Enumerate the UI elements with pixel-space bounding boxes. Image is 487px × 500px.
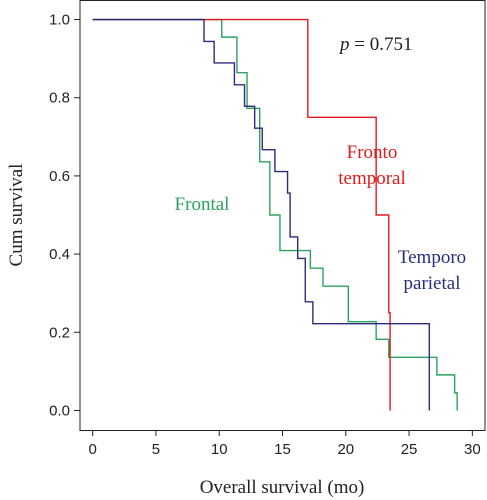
x-tick-label-1: 5 [152, 441, 160, 458]
curve-frontal [92, 18, 458, 411]
x-tick-label-3: 15 [274, 441, 291, 458]
survival-curves [92, 18, 458, 411]
y-tick-label-3: 0.6 [49, 168, 70, 185]
axis-ticks: 0 5 10 15 20 25 30 0.0 0.2 0.4 0.6 0.8 1.0 [49, 12, 481, 458]
y-tick-label-1: 0.2 [49, 324, 70, 341]
p-value-text: = 0.751 [350, 34, 413, 55]
curve-fronto-temporal [92, 18, 391, 411]
series-labels: Frontal Fronto temporal Temporo parietal [175, 142, 467, 294]
y-tick-label-0: 0.0 [49, 402, 70, 419]
y-tick-label-5: 1.0 [49, 12, 70, 29]
y-tick-label-4: 0.8 [49, 90, 70, 107]
label-fronto-temporal-0: Fronto [347, 142, 398, 163]
label-temporo-parietal-1: parietal [404, 273, 461, 294]
label-temporo-parietal-0: Temporo [398, 247, 466, 268]
p-symbol: p [338, 34, 350, 55]
x-tick-label-0: 0 [88, 441, 96, 458]
plot-frame [79, 0, 486, 431]
p-value-annotation: p = 0.751 [338, 34, 412, 55]
label-fronto-temporal-1: temporal [338, 168, 406, 189]
x-tick-label-5: 25 [401, 441, 418, 458]
curve-temporo-parietal [92, 18, 431, 411]
label-frontal-0: Frontal [175, 194, 230, 215]
x-tick-label-6: 30 [464, 441, 481, 458]
y-tick-label-2: 0.4 [49, 246, 70, 263]
y-axis-title: Cum survival [6, 164, 27, 267]
x-tick-label-4: 20 [337, 441, 354, 458]
x-axis-title: Overall survival (mo) [200, 477, 365, 498]
x-tick-label-2: 10 [211, 441, 228, 458]
